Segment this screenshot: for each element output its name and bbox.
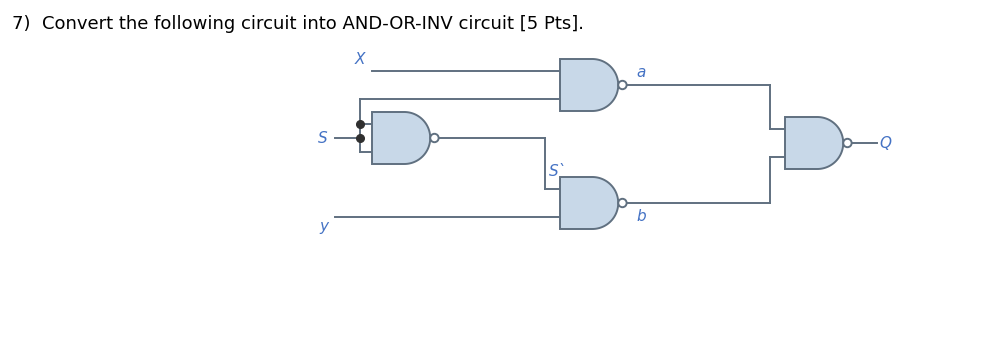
Text: S: S	[318, 130, 328, 145]
Text: y: y	[319, 219, 328, 234]
Polygon shape	[372, 112, 430, 164]
Polygon shape	[559, 59, 617, 111]
Text: S`: S`	[548, 164, 566, 179]
Circle shape	[430, 134, 438, 142]
Text: b: b	[636, 209, 645, 224]
Text: 7)  Convert the following circuit into AND-OR-INV circuit [5 Pts].: 7) Convert the following circuit into AN…	[12, 15, 583, 33]
Polygon shape	[785, 117, 843, 169]
Text: Q: Q	[879, 135, 891, 151]
Text: a: a	[636, 65, 645, 80]
Text: X: X	[354, 52, 365, 67]
Circle shape	[617, 81, 626, 89]
Circle shape	[843, 139, 851, 147]
Polygon shape	[559, 177, 617, 229]
Circle shape	[617, 199, 626, 207]
